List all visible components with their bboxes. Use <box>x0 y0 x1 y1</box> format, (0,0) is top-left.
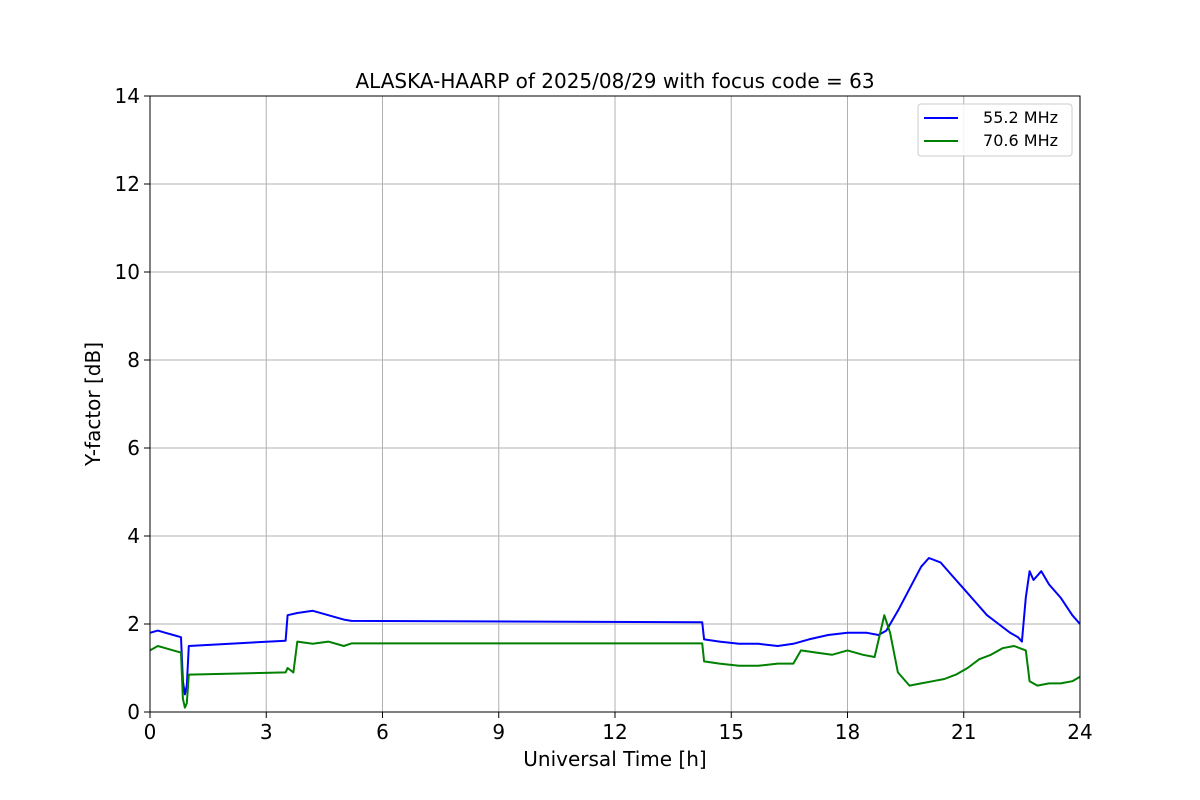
series-line-1 <box>149 557 1081 696</box>
legend-label: 70.6 MHz <box>983 131 1058 150</box>
x-tick-label: 0 <box>144 720 157 744</box>
x-tick-label: 21 <box>951 720 976 744</box>
x-tick-label: 24 <box>1067 720 1092 744</box>
x-tick-label: 18 <box>835 720 860 744</box>
series-line-2 <box>149 614 1081 709</box>
y-tick-label: 8 <box>127 348 140 372</box>
chart-title: ALASKA-HAARP of 2025/08/29 with focus co… <box>355 69 874 93</box>
y-tick-label: 14 <box>115 84 140 108</box>
x-tick-label: 6 <box>376 720 389 744</box>
x-tick-label: 12 <box>602 720 627 744</box>
y-tick-label: 4 <box>127 524 140 548</box>
y-tick-label: 2 <box>127 612 140 636</box>
y-tick-label: 0 <box>127 700 140 724</box>
x-tick-label: 15 <box>719 720 744 744</box>
x-tick-label: 3 <box>260 720 273 744</box>
y-tick-label: 12 <box>115 172 140 196</box>
y-tick-label: 10 <box>115 260 140 284</box>
x-axis-label: Universal Time [h] <box>523 747 706 771</box>
x-tick-label: 9 <box>492 720 505 744</box>
series-layer <box>149 557 1081 709</box>
y-tick-label: 6 <box>127 436 140 460</box>
legend: 55.2 MHz 70.6 MHz <box>917 103 1073 157</box>
legend-label: 55.2 MHz <box>983 108 1058 127</box>
y-axis-label: Y-factor [dB] <box>81 342 105 467</box>
